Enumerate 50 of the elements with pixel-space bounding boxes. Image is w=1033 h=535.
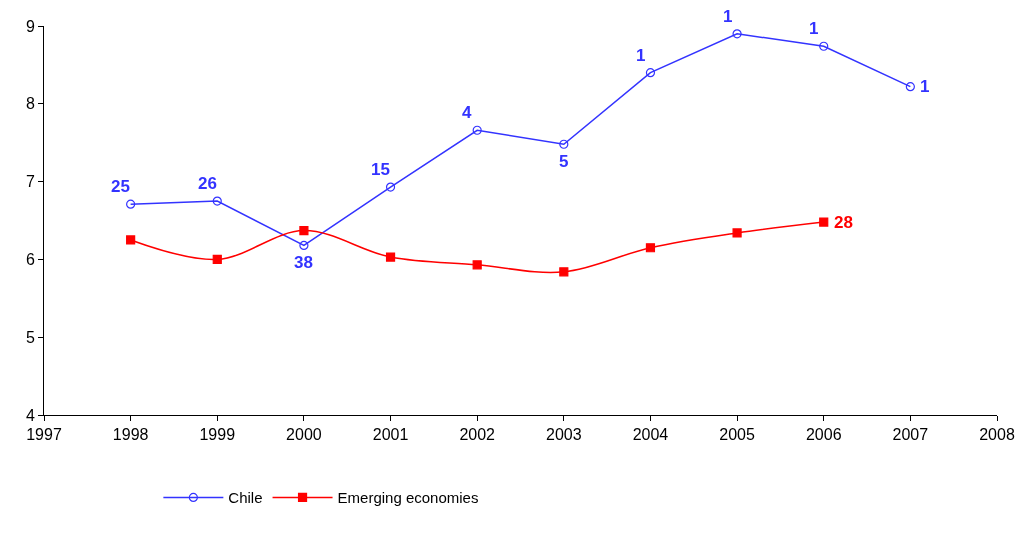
point [559, 267, 569, 277]
y-tick-label: 5 [25, 328, 35, 346]
x-tick-label: 2001 [372, 426, 409, 444]
point [126, 199, 136, 209]
annotation: 1 [723, 7, 733, 26]
legend-label: Chile [228, 489, 263, 507]
point [385, 252, 396, 262]
annotation: 5 [559, 152, 569, 171]
x-tick-label: 2008 [979, 426, 1015, 444]
annotation: 38 [294, 253, 313, 272]
x-tick-label: 1997 [26, 426, 62, 444]
y-tick-label: 4 [25, 406, 35, 424]
point [905, 82, 915, 92]
point [299, 226, 309, 236]
y-tick-label: 7 [25, 173, 35, 191]
legend-label: Emerging economies [337, 489, 479, 507]
point [212, 254, 222, 264]
x-tick-label: 2007 [892, 426, 929, 444]
y-tick-label: 8 [25, 95, 35, 113]
x-tick-label: 2004 [632, 426, 669, 444]
x-tick-label: 1998 [112, 426, 149, 444]
point [472, 260, 482, 270]
y-tick-label: 9 [25, 17, 35, 35]
point [645, 243, 656, 253]
x-tick-label: 2005 [719, 426, 755, 444]
point [385, 182, 396, 192]
point [819, 41, 829, 51]
point [819, 217, 829, 227]
y-tick-label: 6 [25, 251, 35, 268]
annotation: 26 [198, 174, 217, 193]
x-tick-label: 2006 [805, 426, 842, 444]
annotation: 28 [834, 213, 853, 232]
annotation: 25 [111, 177, 130, 196]
annotation: 1 [920, 77, 930, 96]
point [472, 125, 482, 135]
x-tick-label: 2000 [286, 426, 322, 444]
point [732, 228, 742, 238]
annotation: 4 [462, 103, 472, 122]
x-tick-label: 2003 [546, 426, 582, 444]
point [126, 235, 136, 245]
annotation: 1 [809, 19, 819, 38]
point [732, 29, 742, 39]
point [299, 240, 309, 250]
x-tick-label: 1999 [199, 426, 236, 444]
annotation: 15 [371, 160, 390, 179]
point [559, 139, 569, 149]
point [212, 196, 222, 206]
annotation: 1 [636, 46, 646, 65]
x-tick-label: 2002 [459, 426, 496, 444]
point [645, 68, 656, 78]
